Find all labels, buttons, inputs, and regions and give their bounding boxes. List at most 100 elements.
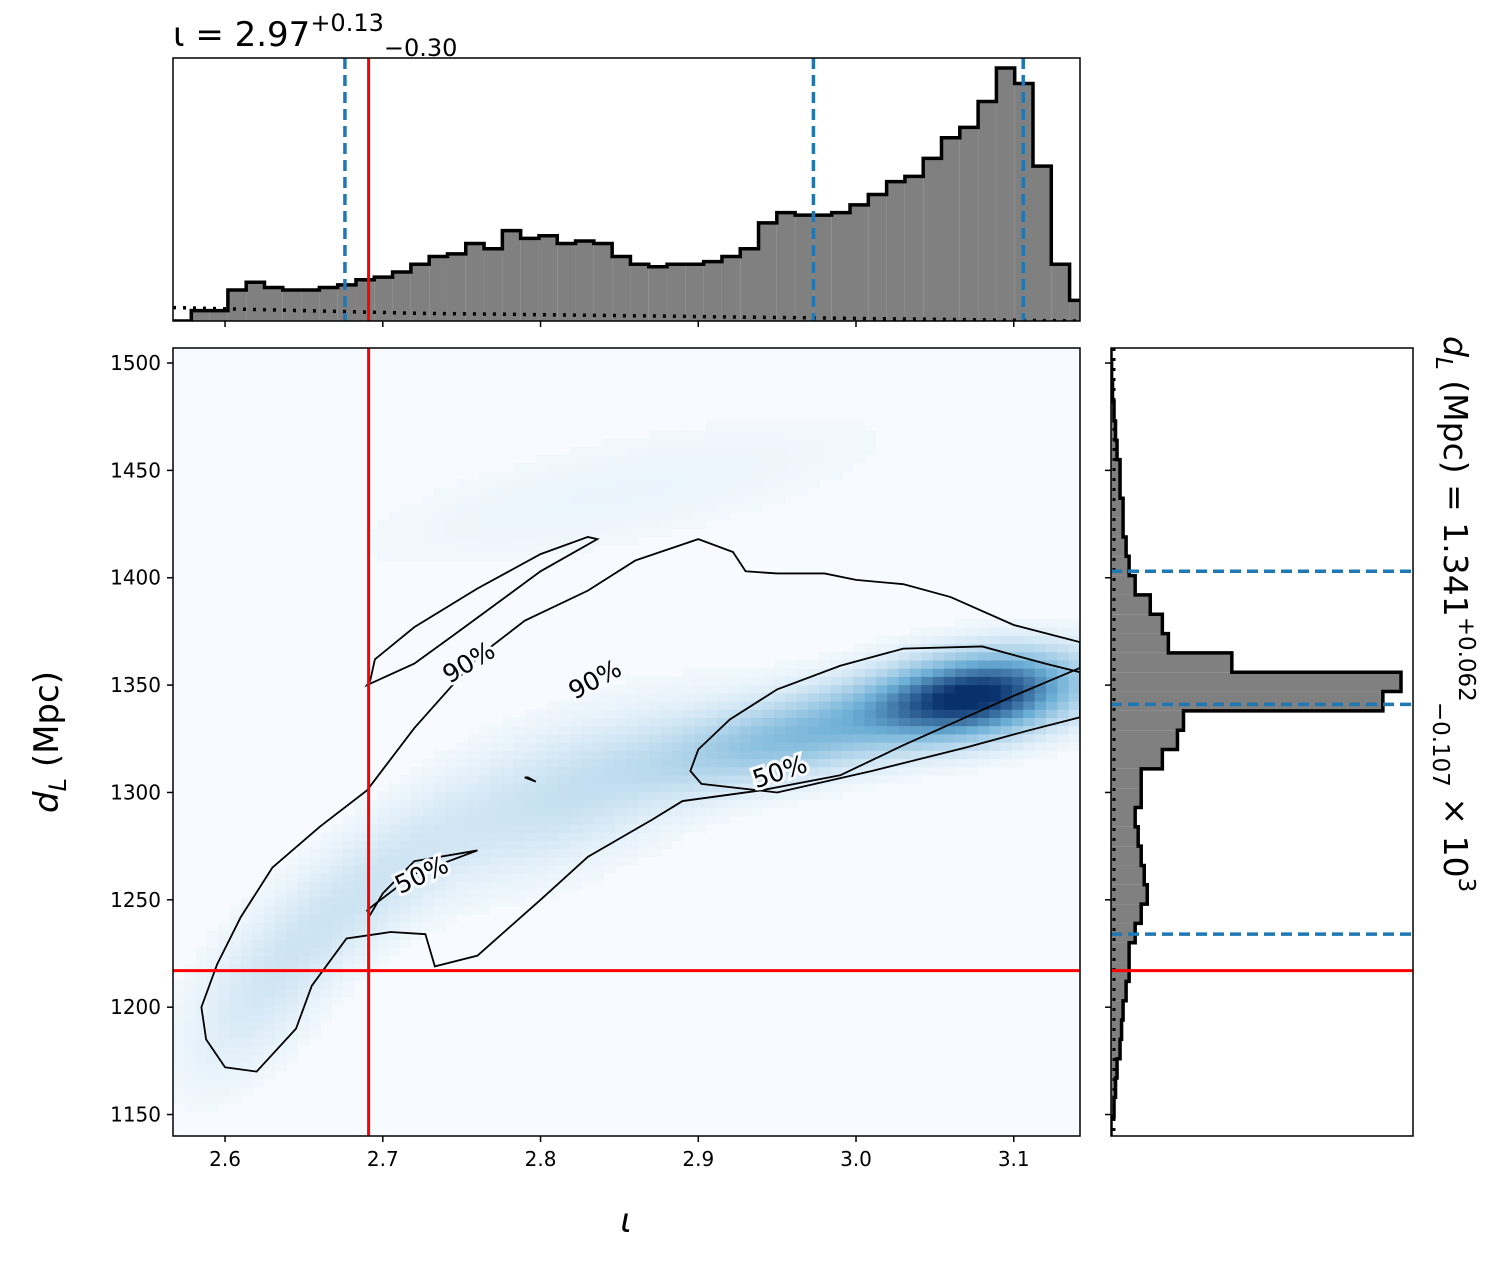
- heatmap-cell: [728, 766, 741, 776]
- heatmap-cell: [739, 742, 752, 751]
- heatmap-cell: [411, 520, 424, 530]
- heatmap-cell: [411, 897, 424, 907]
- heatmap-cell: [1023, 709, 1036, 718]
- heatmap-cell: [467, 791, 480, 801]
- heatmap-cell: [331, 963, 344, 973]
- dL-marginal-frame: [1110, 347, 1414, 1137]
- heatmap-cell: [909, 668, 922, 677]
- heatmap-cell: [592, 742, 605, 751]
- heatmap-cell: [558, 528, 571, 538]
- heatmap-cell: [717, 807, 730, 817]
- heatmap-cell: [388, 545, 401, 554]
- heatmap-cell: [581, 495, 594, 505]
- heatmap-cell: [807, 479, 820, 489]
- heatmap-cell: [286, 947, 299, 957]
- heatmap-cell: [388, 840, 401, 850]
- contour-line: [364, 536, 600, 688]
- heatmap-cell: [796, 750, 809, 760]
- heatmap-cell: [275, 1029, 287, 1039]
- heatmap-cell: [966, 700, 979, 710]
- heatmap-cell: [433, 545, 446, 554]
- heatmap-cell: [864, 643, 877, 653]
- heatmap-cell: [785, 487, 798, 497]
- heatmap-cell: [615, 512, 628, 521]
- heatmap-cell: [513, 528, 526, 538]
- heatmap-cell: [773, 709, 786, 718]
- heatmap-cell: [683, 438, 696, 448]
- heatmap-cell: [535, 848, 548, 858]
- heatmap-cell: [377, 791, 390, 801]
- heatmap-cell: [705, 438, 718, 448]
- heatmap-cell: [399, 881, 412, 891]
- heatmap-cell: [263, 939, 276, 948]
- heatmap-cell: [887, 758, 900, 768]
- heatmap-cell: [1045, 651, 1058, 661]
- heatmap-cell: [388, 832, 401, 842]
- heatmap-cell: [433, 873, 446, 883]
- heatmap-cell: [275, 922, 287, 932]
- heatmap-cell: [490, 536, 503, 546]
- heatmap-cell: [479, 725, 492, 735]
- heatmap-cell: [286, 930, 299, 940]
- heatmap-cell: [411, 799, 424, 809]
- heatmap-cell: [320, 1012, 333, 1022]
- iota-hist-bar: [648, 266, 668, 321]
- heatmap-cell: [569, 758, 582, 768]
- heatmap-cell: [513, 717, 526, 727]
- heatmap-cell: [513, 774, 526, 784]
- heatmap-cell: [331, 906, 344, 915]
- iota-hist-bar: [941, 137, 960, 321]
- heatmap-cell: [1011, 668, 1024, 677]
- iota-hist-bar: [392, 271, 411, 321]
- heatmap-cell: [603, 528, 616, 538]
- heatmap-cell: [717, 446, 730, 456]
- heatmap-cell: [229, 1062, 242, 1071]
- heatmap-cell: [694, 725, 707, 735]
- heatmap-cell: [524, 479, 537, 489]
- heatmap-cell: [558, 840, 571, 850]
- heatmap-cell: [490, 807, 503, 817]
- heatmap-cell: [921, 668, 934, 677]
- heatmap-cell: [388, 807, 401, 817]
- heatmap-cell: [785, 709, 798, 718]
- heatmap-cell: [331, 971, 344, 981]
- heatmap-cell: [320, 980, 333, 989]
- heatmap-cell: [422, 815, 435, 825]
- heatmap-cell: [705, 774, 718, 784]
- heatmap-cell: [717, 479, 730, 489]
- heatmap-cell: [626, 676, 639, 686]
- heatmap-cell: [807, 709, 820, 718]
- heatmap-cell: [637, 783, 650, 792]
- heatmap-cell: [467, 807, 480, 817]
- heatmap-cell: [909, 758, 922, 768]
- heatmap-cell: [558, 512, 571, 521]
- heatmap-cell: [909, 676, 922, 686]
- heatmap-cell: [796, 709, 809, 718]
- heatmap-cell: [535, 479, 548, 489]
- heatmap-cell: [422, 807, 435, 817]
- heatmap-cell: [252, 939, 265, 948]
- heatmap-cell: [739, 454, 752, 464]
- heatmap-cell: [1068, 668, 1080, 677]
- heatmap-cell: [841, 438, 854, 448]
- heatmap-cell: [535, 750, 548, 760]
- heatmap-cell: [377, 947, 390, 957]
- heatmap-cell: [977, 742, 990, 751]
- heatmap-cell: [569, 840, 582, 850]
- dL-hist-bar: [1111, 498, 1124, 518]
- heatmap-cell: [728, 799, 741, 809]
- heatmap-cell: [309, 856, 321, 866]
- heatmap-cell: [739, 700, 752, 710]
- heatmap-cell: [603, 495, 616, 505]
- heatmap-cell: [785, 791, 798, 801]
- heatmap-cell: [501, 856, 514, 866]
- heatmap-cell: [751, 742, 764, 751]
- heatmap-cell: [241, 980, 253, 989]
- heatmap-cell: [592, 791, 605, 801]
- heatmap-cell: [513, 897, 526, 907]
- heatmap-cell: [173, 1053, 185, 1063]
- heatmap-cell: [467, 742, 480, 751]
- heatmap-cell: [354, 889, 367, 899]
- heatmap-cell: [365, 832, 378, 842]
- heatmap-cell: [535, 725, 548, 735]
